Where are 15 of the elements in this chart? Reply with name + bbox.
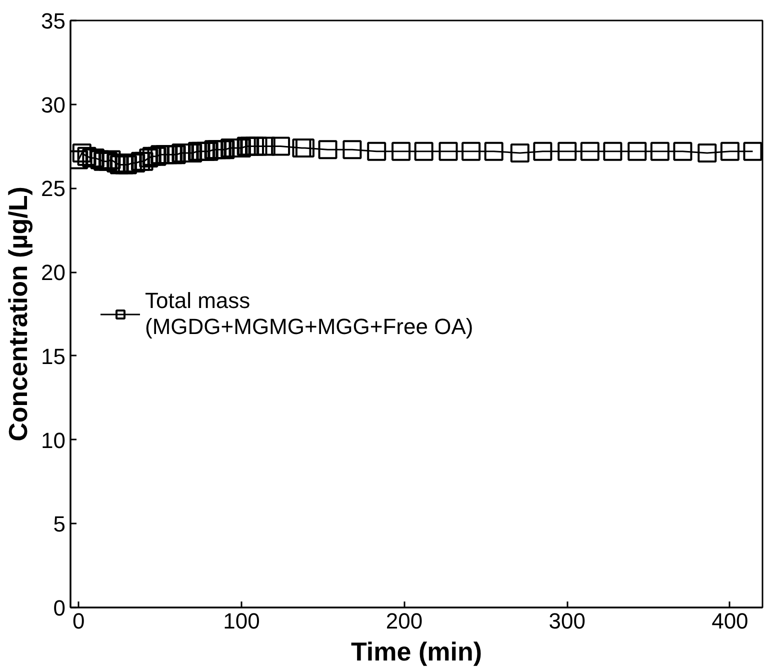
x-axis-title: Time (min) [351, 636, 482, 666]
legend-label: Total mass (MGDG+MGMG+MGG+Free OA) [145, 288, 474, 340]
y-tick-label: 15 [41, 344, 66, 369]
y-tick-label: 35 [41, 8, 66, 34]
y-tick-label: 30 [41, 92, 66, 118]
x-tick-label: 100 [223, 608, 260, 634]
x-tick-label: 0 [72, 608, 85, 634]
y-tick-label: 5 [53, 512, 66, 537]
y-tick-label: 20 [41, 260, 66, 286]
y-axis-title: Concentration (µg/L) [3, 186, 34, 442]
x-tick-label: 400 [712, 608, 748, 634]
x-tick-label: 200 [386, 608, 423, 634]
y-tick-label: 25 [41, 176, 66, 202]
y-tick-label: 10 [41, 428, 66, 453]
x-tick-label: 300 [548, 608, 586, 634]
